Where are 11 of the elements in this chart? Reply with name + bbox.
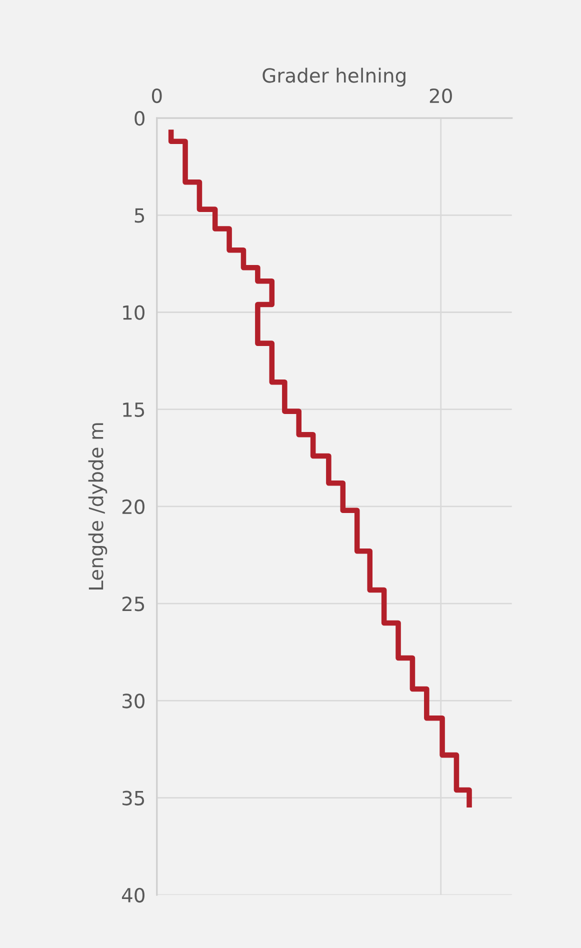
y-axis-title: Lengde /dybde m [88, 423, 108, 590]
y-tick-label: 10 [123, 305, 144, 320]
y-tick-label: 35 [122, 790, 144, 806]
y-tick-label: 5 [134, 208, 144, 223]
y-tick-label: 20 [122, 499, 144, 514]
y-tick-label: 40 [122, 888, 144, 903]
y-tick-label: 0 [134, 110, 144, 126]
x-axis-title: Grader helning [262, 68, 406, 87]
y-tick-label: 15 [123, 402, 144, 418]
y-tick-label: 25 [122, 596, 144, 612]
y-tick-label: 30 [122, 694, 144, 708]
